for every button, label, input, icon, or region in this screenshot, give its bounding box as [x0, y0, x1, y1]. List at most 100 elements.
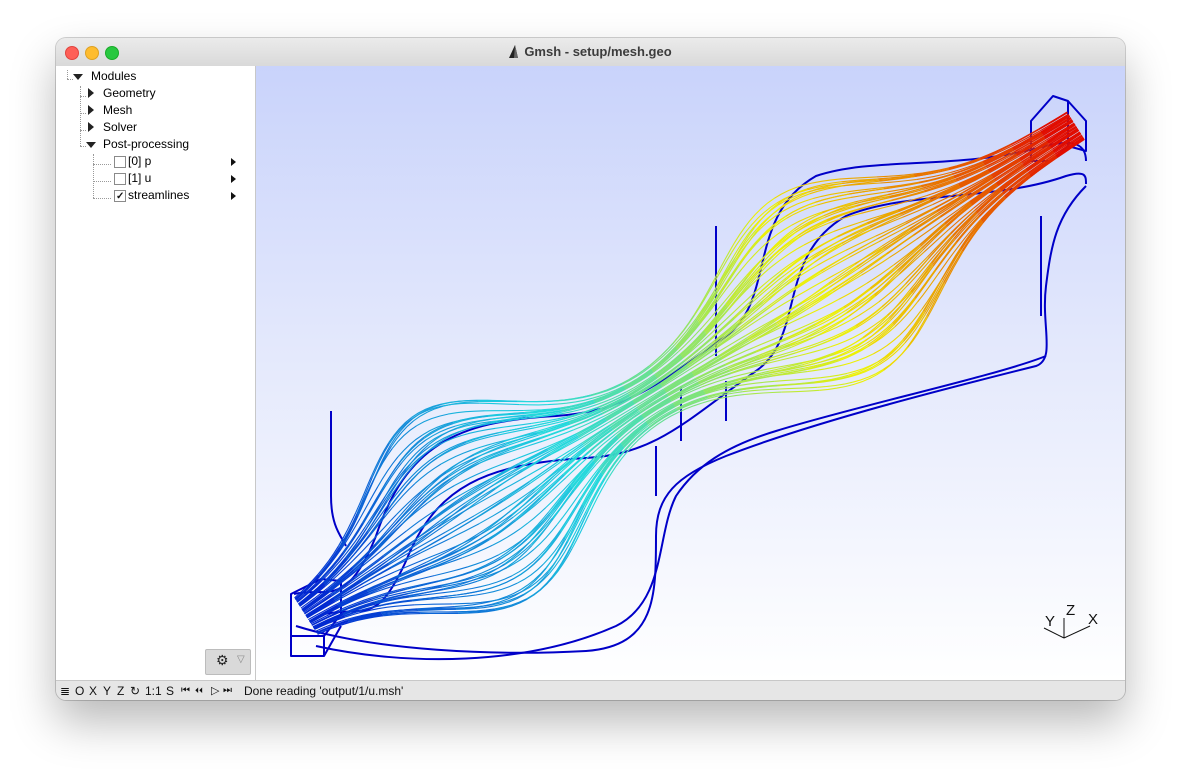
streamline-segment — [676, 396, 708, 411]
axis-y — [1043, 627, 1065, 639]
streamline-segment — [786, 325, 818, 341]
streamline-segment — [875, 221, 906, 237]
streamline-segment — [900, 201, 932, 216]
streamline-segment — [958, 169, 989, 186]
streamline-segment — [432, 494, 461, 513]
streamline-segment — [383, 613, 421, 617]
streamline-segment — [755, 338, 788, 353]
streamline-segment — [878, 280, 905, 303]
streamline-segment — [1049, 126, 1078, 146]
streamline-segment — [701, 376, 734, 388]
select-button[interactable]: S — [166, 684, 175, 698]
play-icon[interactable]: ▷ — [211, 685, 220, 697]
streamline-segment — [506, 545, 533, 568]
streamline-segment — [524, 408, 561, 415]
tree-connector — [80, 113, 86, 114]
streamline-segment — [409, 517, 437, 538]
streamline-segment — [992, 159, 1021, 178]
streamline-segment — [833, 274, 862, 293]
view-y-button[interactable]: Y — [103, 684, 112, 698]
streamline-segment — [630, 380, 659, 399]
streamline-segment — [328, 569, 355, 592]
streamline-segment — [939, 197, 968, 217]
streamline-segment — [956, 167, 988, 182]
streamline-segment — [1046, 123, 1075, 142]
collapsed-triangle-icon[interactable] — [88, 88, 94, 98]
view-z-button[interactable]: Z — [117, 684, 125, 698]
streamline-segment — [857, 249, 886, 270]
streamline-segment — [352, 544, 377, 569]
streamline-segment — [593, 387, 625, 402]
settings-menu-button[interactable]: ⚙ ▽ — [205, 649, 251, 675]
streamline-segment — [705, 385, 740, 395]
streamline-segment — [570, 511, 588, 547]
streamline-segment — [344, 605, 378, 617]
zoom-button[interactable] — [105, 46, 119, 60]
previous-step-icon[interactable]: ⏴⏴ — [195, 686, 203, 695]
streamline-segment — [935, 242, 958, 271]
tree-item-solver-label: Solver — [103, 120, 138, 134]
menu-toggle-button[interactable]: ≣ — [60, 684, 71, 698]
streamline-segment — [805, 291, 834, 309]
next-step-icon[interactable]: ⏭ — [223, 685, 232, 696]
streamline-segment — [894, 301, 918, 328]
streamline-segment — [409, 515, 437, 537]
view-options-arrow-icon[interactable] — [231, 175, 236, 183]
streamline-segment — [661, 366, 689, 386]
streamline-segment — [767, 289, 795, 310]
scale-one-button[interactable]: 1:1 — [145, 684, 162, 698]
streamline-segment — [503, 430, 537, 443]
streamline-segment — [938, 196, 967, 215]
tree-view-streamlines-label: streamlines — [128, 188, 190, 202]
streamline-segment — [983, 148, 1014, 165]
view-x-button[interactable]: X — [89, 684, 98, 698]
view-visibility-checkbox[interactable] — [114, 173, 126, 185]
view-origin-button[interactable]: O — [75, 684, 85, 698]
streamline-segment — [294, 573, 319, 599]
expanded-triangle-icon[interactable] — [86, 142, 96, 148]
minimize-button[interactable] — [85, 46, 99, 60]
view-options-arrow-icon[interactable] — [231, 192, 236, 200]
tree-view-u[interactable]: [1] u — [114, 170, 244, 187]
streamline-segment — [664, 372, 693, 391]
streamline-segment — [731, 223, 753, 253]
streamline-segment — [580, 470, 601, 502]
tree-view-streamlines[interactable]: ✓ streamlines — [114, 187, 244, 204]
expanded-triangle-icon[interactable] — [73, 74, 83, 80]
outline-contour-lower-2 — [315, 355, 1047, 661]
first-step-icon[interactable]: ⏮ — [181, 685, 190, 696]
streamline-segment — [1021, 144, 1050, 163]
streamline-segment — [406, 448, 432, 471]
streamline-segment — [914, 169, 950, 177]
streamline-segment — [774, 301, 802, 321]
streamline-segment — [821, 315, 850, 334]
close-button[interactable] — [65, 46, 79, 60]
view-visibility-checkbox[interactable]: ✓ — [114, 190, 126, 202]
collapsed-triangle-icon[interactable] — [88, 122, 94, 132]
streamline-segment — [338, 591, 369, 607]
streamline-segment — [527, 412, 564, 419]
streamline-segment — [924, 180, 957, 193]
streamline-segment — [547, 434, 578, 451]
streamline-segment — [997, 166, 1026, 187]
collapsed-triangle-icon[interactable] — [88, 105, 94, 115]
streamline-segment — [359, 486, 379, 519]
streamline-segment — [903, 256, 928, 281]
streamline-bundle — [294, 111, 1085, 635]
streamline-segment — [538, 473, 564, 497]
tree-item-modules-label: Modules — [91, 69, 137, 83]
view-options-arrow-icon[interactable] — [231, 158, 236, 166]
streamline-segment — [497, 476, 527, 493]
graphics-viewport[interactable]: Y Z X — [256, 66, 1125, 680]
streamline-segment — [930, 186, 961, 202]
streamline-segment — [825, 263, 855, 281]
streamline-segment — [848, 188, 885, 195]
streamline-segment — [696, 288, 717, 320]
tree-view-p[interactable]: [0] p — [114, 153, 244, 170]
streamline-segment — [300, 588, 328, 609]
streamline-segment — [755, 269, 782, 292]
checkmark-icon: ✓ — [116, 191, 125, 202]
rotate-icon[interactable]: ↻ — [130, 684, 141, 698]
view-visibility-checkbox[interactable] — [114, 156, 126, 168]
streamline-segment — [415, 526, 443, 546]
